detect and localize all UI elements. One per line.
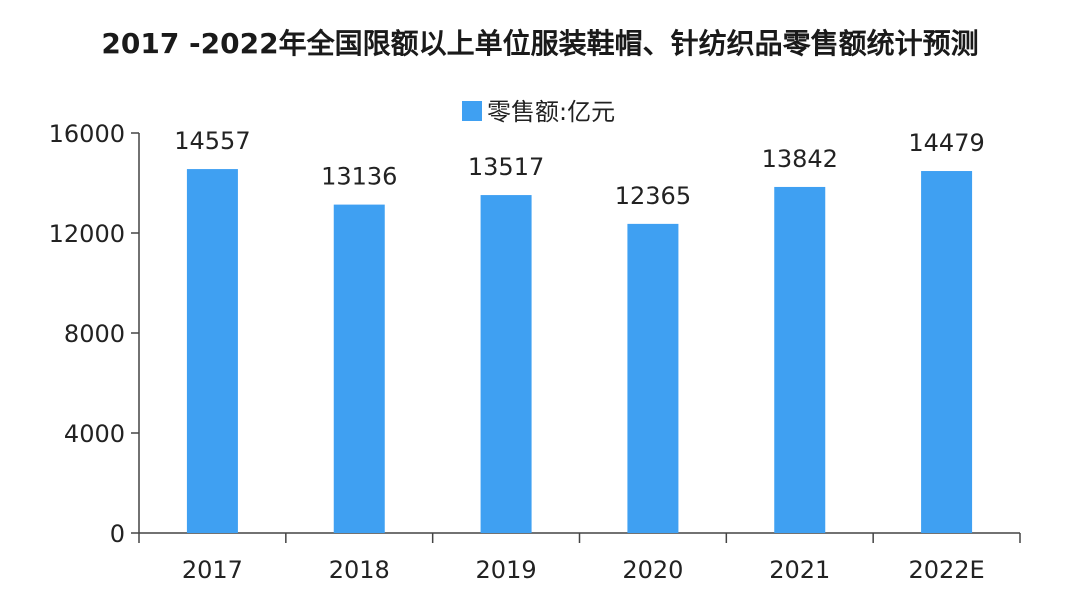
bar: [627, 223, 679, 533]
legend-swatch: [462, 101, 482, 121]
x-tick-label: 2020: [622, 556, 683, 584]
data-labels: 14557 13136 13517 12365 13842 14479: [174, 127, 985, 210]
chart-title: 2017 -2022年全国限额以上单位服装鞋帽、针纺织品零售额统计预测: [101, 27, 979, 60]
y-tick-label: 12000: [49, 220, 125, 248]
legend: 零售额:亿元: [462, 98, 615, 126]
data-label: 14557: [174, 127, 250, 155]
bar: [480, 195, 532, 533]
x-tick-label: 2021: [769, 556, 830, 584]
data-label: 13842: [762, 145, 838, 173]
data-label: 12365: [615, 182, 691, 210]
bar: [921, 171, 973, 533]
y-axis: 0 4000 8000 12000 16000: [49, 120, 140, 548]
x-tick-label: 2017: [182, 556, 243, 584]
x-tick-label: 2018: [329, 556, 390, 584]
y-tick-label: 8000: [64, 320, 125, 348]
legend-label: 零售额:亿元: [487, 98, 615, 126]
bar: [333, 204, 385, 533]
x-axis: 2017 2018 2019 2020 2021 2022E: [138, 532, 1021, 584]
data-label: 13517: [468, 153, 544, 181]
bar: [186, 169, 238, 533]
data-label: 14479: [908, 129, 984, 157]
x-tick-label: 2022E: [908, 556, 984, 584]
bars: [186, 169, 973, 533]
x-tick-label: 2019: [476, 556, 537, 584]
y-tick-label: 0: [110, 520, 125, 548]
data-label: 13136: [321, 163, 397, 191]
y-tick-label: 16000: [49, 120, 125, 148]
bar: [774, 186, 826, 533]
y-tick-label: 4000: [64, 420, 125, 448]
